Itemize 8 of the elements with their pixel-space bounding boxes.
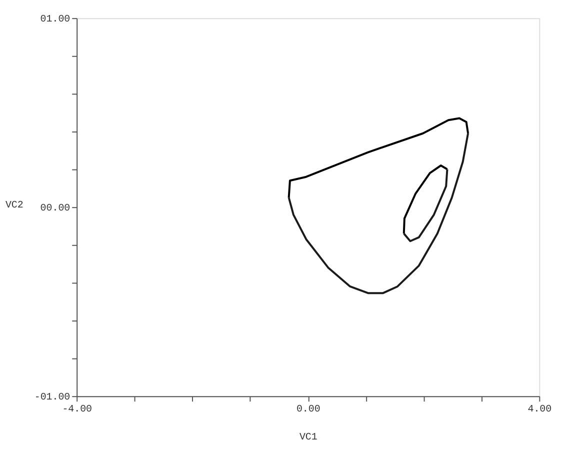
x-tick-label: 0.00 — [296, 404, 320, 415]
x-tick-label: 4.00 — [528, 404, 552, 415]
x-axis-title: VC1 — [299, 431, 318, 442]
x-tick-label: -4.00 — [62, 404, 92, 415]
y-axis-title: VC2 — [5, 200, 24, 211]
y-tick-label: 01.00 — [40, 14, 70, 25]
y-tick-label: 00.00 — [40, 202, 70, 214]
y-tick-label: -01.00 — [34, 392, 70, 403]
